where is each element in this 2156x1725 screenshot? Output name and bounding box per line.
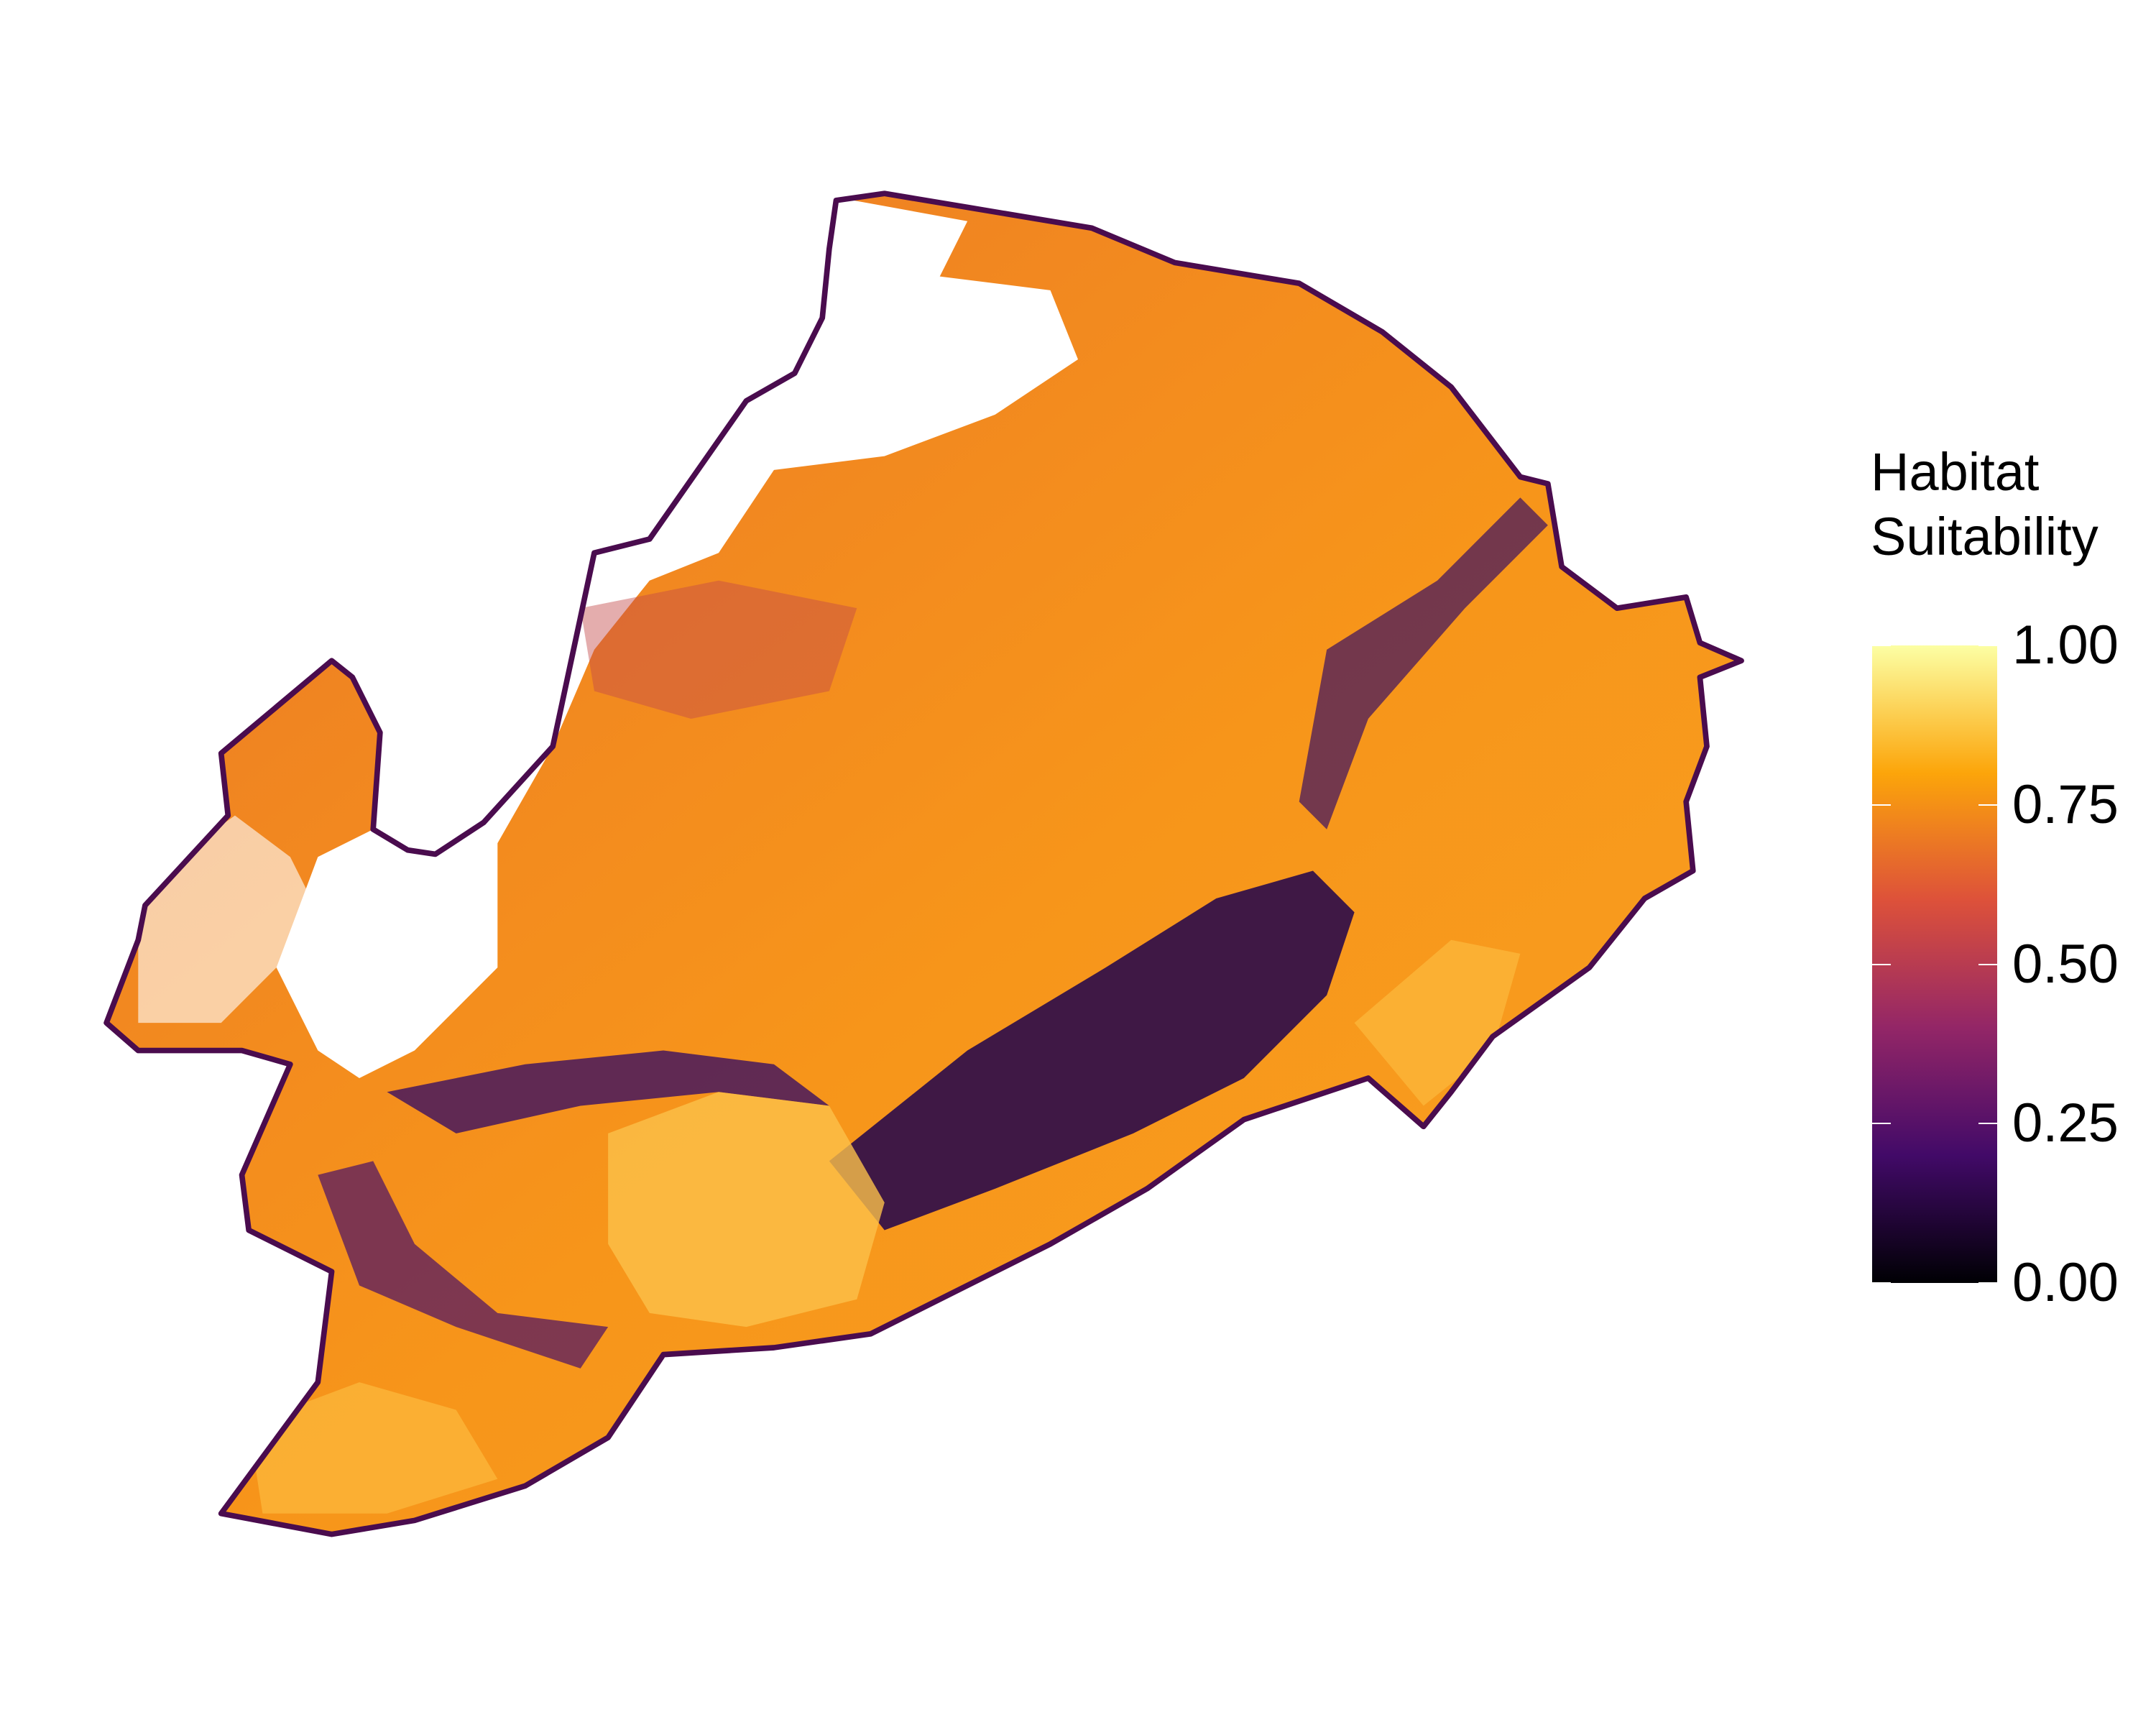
legend-tick-mark (1872, 645, 1891, 646)
legend-tick-label: 0.00 (2012, 1252, 2119, 1313)
legend-tick-mark (1978, 645, 1997, 646)
legend-tick-mark (1978, 1282, 1997, 1284)
legend-tick-mark (1872, 963, 1891, 965)
legend-title-line2: Suitability (1871, 507, 2099, 566)
legend-tick-mark (1978, 1123, 1997, 1125)
legend-tick-label: 1.00 (2012, 615, 2119, 676)
legend-title-line1: Habitat (1871, 442, 2040, 502)
moderate-suitability-patch (580, 580, 857, 719)
low-suitability-ridge (1299, 497, 1548, 829)
low-suitability-ridge (318, 1161, 609, 1368)
high-suitability-patch (249, 1382, 498, 1514)
low-suitability-valley (829, 870, 1355, 1230)
legend-tick-mark (1872, 1123, 1891, 1125)
legend-tick-label: 0.75 (2012, 773, 2119, 835)
legend-title: Habitat Suitability (1871, 440, 2099, 569)
legend-tick-label: 0.50 (2012, 933, 2119, 995)
colorbar (1872, 645, 1997, 1283)
legend-tick-mark (1872, 1282, 1891, 1284)
legend-tick-label: 0.25 (2012, 1092, 2119, 1154)
legend-tick-mark (1978, 963, 1997, 965)
high-suitability-patch (608, 1092, 885, 1328)
study-area-boundary (103, 190, 1744, 1537)
high-suitability-patch (1354, 939, 1521, 1106)
legend-tick-mark (1872, 804, 1891, 806)
no-data-area (276, 193, 1079, 1079)
legend-tick-mark (1978, 804, 1997, 806)
low-suitability-ridge (387, 1050, 829, 1133)
